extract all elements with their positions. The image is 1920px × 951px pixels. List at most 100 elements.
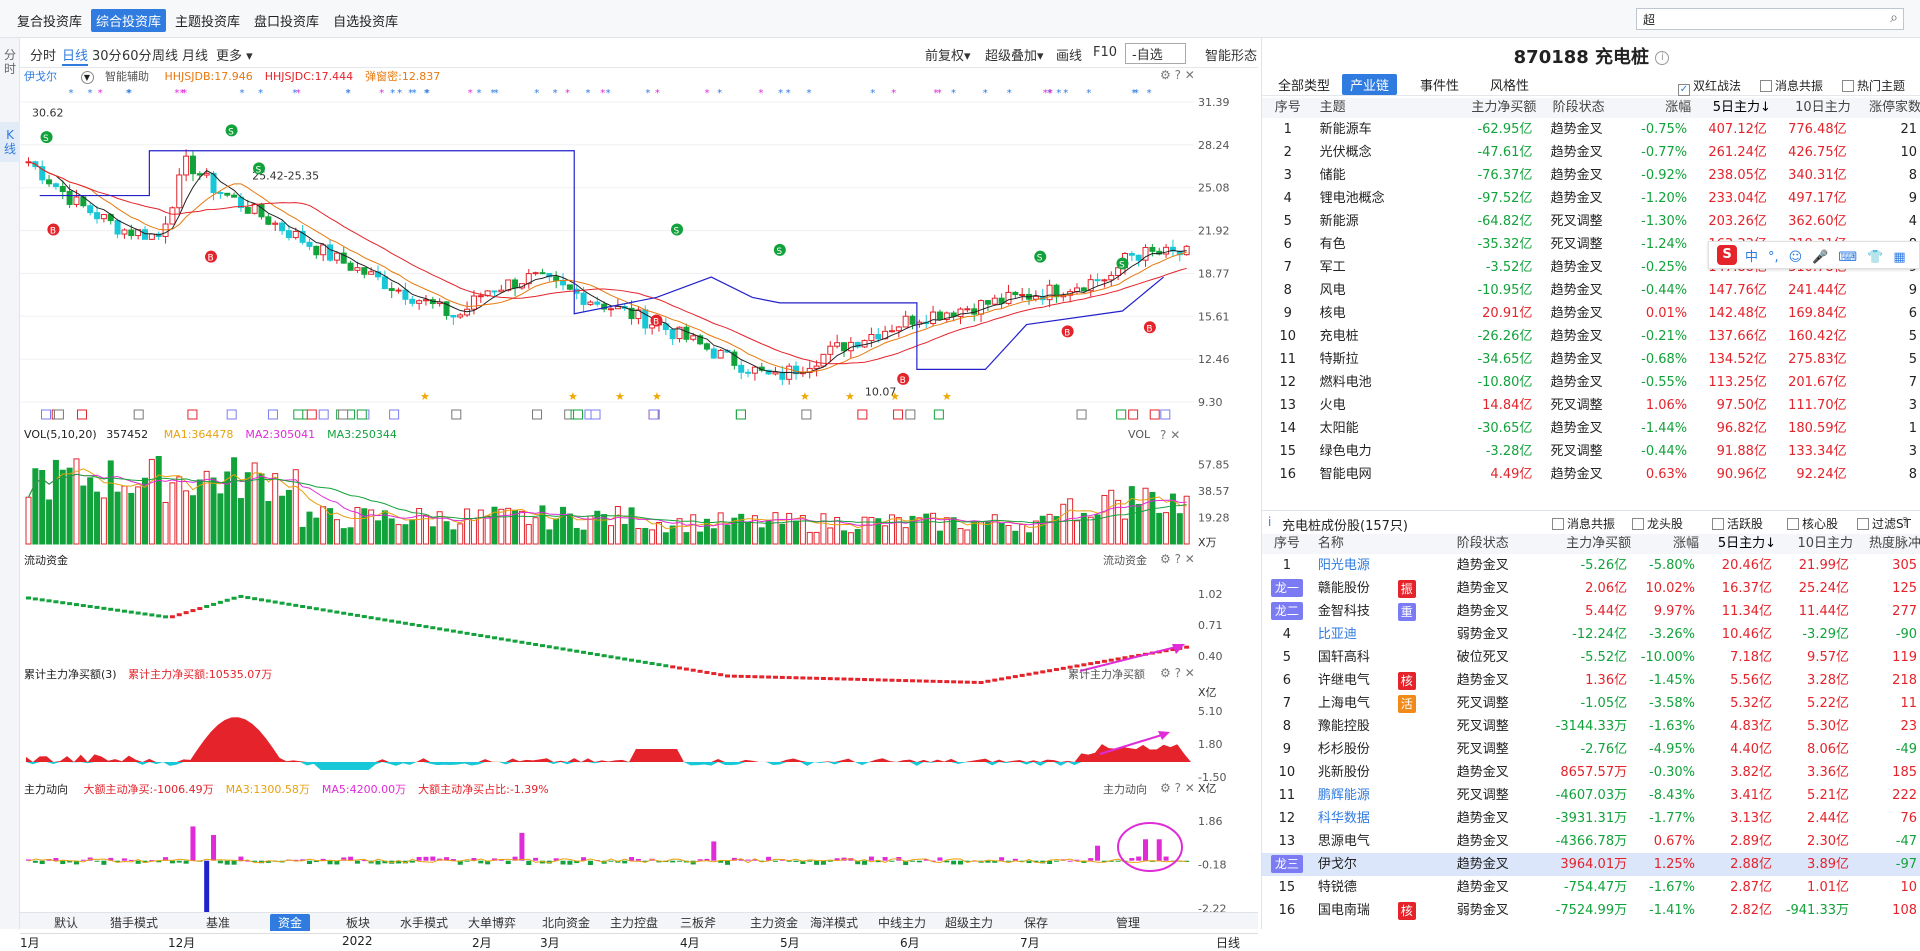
checkbox-icon[interactable] [1760,80,1772,92]
topnav-item[interactable]: 复合投资库 [17,15,83,30]
bottom-tab[interactable]: 板块 [346,916,371,930]
column-header[interactable]: 主力净买额 [1430,98,1537,118]
sector-filter-checkbox[interactable]: 消息共振 [1552,515,1615,532]
stock-name[interactable]: 比亚迪 [1317,627,1357,642]
theme-type-tab[interactable]: 全部类型 [1278,79,1331,94]
kline-chart[interactable]: 31.39 28.24 25.08 21.92 18.77 15.61 12.46 9.30 *… [20,84,1258,424]
period-right-item[interactable]: F10 [1093,45,1118,60]
stock-row[interactable]: 16 国电南瑞 核 弱势金叉 -7524.99万 -1.41% 2.82亿 -941.33万 1… [1262,899,1920,922]
theme-row[interactable]: 10 充电桩 -26.26亿 趋势金叉 -0.21% 137.66亿 160.42亿 5 [1262,325,1920,348]
dropdown-icon[interactable]: ▼ [80,71,94,84]
stock-name[interactable]: 伊戈尔 [24,70,57,83]
stock-row[interactable]: 12 科华数据 趋势金叉 -3931.31万 -1.77% 3.13亿 2.44亿 76 [1262,807,1920,830]
stock-name[interactable]: 豫能控股 [1317,719,1370,734]
period-right-item[interactable]: 前复权▾ [925,49,971,64]
checkbox-icon[interactable] [1842,80,1854,92]
settings-icon[interactable]: ⚙ [1160,666,1171,680]
settings-icon[interactable]: ⚙ [1160,68,1171,82]
stock-row[interactable]: 11 鹏辉能源 死叉调整 -4607.03万 -8.43% 3.41亿 5.21亿 222 [1262,784,1920,807]
settings-icon[interactable]: ⚙ [1160,552,1171,566]
column-header[interactable]: 涨停家数 [1850,98,1920,118]
help-icon[interactable]: ? [1174,552,1181,566]
stock-row[interactable]: 龙二 金智科技 重 趋势金叉 5.44亿 9.97% 11.34亿 11.44亿 277 [1262,600,1920,623]
period-item[interactable]: 月线 [182,49,209,64]
stock-name[interactable]: 赣能股份 [1317,581,1370,596]
bottom-tab[interactable]: 大单博弈 [468,916,517,930]
checkbox-icon[interactable] [1787,518,1799,530]
theme-type-tab[interactable]: 风格性 [1490,79,1530,94]
sector-filter-checkbox[interactable]: 核心股 [1787,515,1838,532]
help-icon[interactable]: ? [1174,68,1181,82]
topnav-item[interactable]: 主题投资库 [175,15,241,30]
topnav-item[interactable]: 综合投资库 [91,9,167,32]
stock-name[interactable]: 伊戈尔 [1317,857,1357,872]
search-input[interactable]: 超 [1636,8,1904,30]
ime-toolbar-button[interactable]: °, [1768,249,1779,265]
period-item[interactable]: 60分 [122,49,152,64]
bottom-tab[interactable]: 主力资金 [750,916,799,930]
help-icon[interactable]: ? [1174,666,1181,680]
close-icon[interactable]: ✕ [1184,666,1195,680]
x-axis-period[interactable]: 日线 [1216,936,1241,950]
period-item[interactable]: 30分 [92,49,122,64]
checkbox-icon[interactable] [1857,518,1869,530]
help-icon[interactable]: ? [1174,781,1181,795]
period-item[interactable]: 日线 [62,45,89,66]
column-header[interactable]: 涨幅 [1620,98,1692,118]
stock-name[interactable]: 阳光电源 [1317,558,1370,573]
bottom-tab[interactable]: 猎手模式 [110,916,159,930]
column-header[interactable]: 10日主力 [1776,534,1853,554]
column-header[interactable]: 名称 [1311,534,1439,554]
tab-timeshare[interactable]: 分 时 [3,48,16,76]
period-right-item[interactable]: 画线 [1056,49,1083,64]
column-header[interactable]: 主力净买额 [1526,534,1632,554]
theme-row[interactable]: 15 绿色电力 -3.28亿 死叉调整 -0.44% 91.88亿 133.34亿 3 [1262,440,1920,463]
bottom-tab[interactable]: 基准 [206,916,231,930]
column-header[interactable]: 阶段状态 [1438,534,1527,554]
bottom-tab[interactable]: 海洋模式 [810,916,859,930]
theme-row[interactable]: 3 储能 -76.37亿 趋势金叉 -0.92% 238.05亿 340.31亿 8 [1262,164,1920,187]
theme-row[interactable]: 8 风电 -10.95亿 趋势金叉 -0.44% 147.76亿 241.44亿 9 [1262,279,1920,302]
filter-checkbox[interactable]: 热门主题 [1842,77,1905,94]
column-header[interactable]: 序号 [1262,534,1312,554]
topnav-item[interactable]: 自选投资库 [333,15,399,30]
sector-filter-checkbox[interactable]: 龙头股 [1632,515,1683,532]
theme-row[interactable]: 4 锂电池概念 -97.52亿 趋势金叉 -1.20% 233.04亿 497.17亿 9 [1262,187,1920,210]
stock-name[interactable]: 金智科技 [1317,604,1370,619]
column-header[interactable]: 序号 [1262,98,1314,118]
stock-name[interactable]: 上海电气 [1317,696,1370,711]
period-item[interactable]: 分时 [30,49,57,64]
stock-row[interactable]: 6 许继电气 核 趋势金叉 1.36亿 -1.45% 5.56亿 3.28亿 218 [1262,669,1920,692]
stock-row[interactable]: 4 比亚迪 弱势金叉 -12.24亿 -3.26% 10.46亿 -3.29亿 -90 [1262,623,1920,646]
period-item[interactable]: 更多 ▾ [216,49,253,64]
bottom-tab[interactable]: 默认 [54,916,79,930]
bottom-tab[interactable]: 保存 [1024,916,1049,930]
tab-kline[interactable]: K 线 [0,122,20,162]
bottom-tab[interactable]: 资金 [270,914,311,931]
stock-row[interactable]: 8 豫能控股 死叉调整 -3144.33万 -1.63% 4.83亿 5.30亿 23 [1262,715,1920,738]
theme-type-tab[interactable]: 产业链 [1342,74,1398,95]
ime-toolbar-button[interactable]: 中 [1745,249,1759,265]
filter-checkbox[interactable]: 消息共振 [1760,77,1823,94]
theme-row[interactable]: 2 光伏概念 -47.61亿 趋势金叉 -0.77% 261.24亿 426.75亿 10 [1262,141,1920,164]
bottom-tab[interactable]: 水手模式 [400,916,449,930]
stock-row[interactable]: 1 阳光电源 趋势金叉 -5.26亿 -5.80% 20.46亿 21.99亿 305 [1262,554,1920,577]
stock-row[interactable]: 龙一 赣能股份 振 趋势金叉 2.06亿 10.02% 16.37亿 25.24亿 125 [1262,577,1920,600]
stock-row[interactable]: 龙三 伊戈尔 趋势金叉 3964.01万 1.25% 2.88亿 3.89亿 -97 [1262,853,1920,876]
bottom-tab[interactable]: 北向资金 [542,916,591,930]
stock-row[interactable]: 13 思源电气 趋势金叉 -4366.78万 0.67% 2.89亿 2.30亿 -47 [1262,830,1920,853]
stock-row[interactable]: 5 国轩高科 破位死叉 -5.52亿 -10.00% 7.18亿 9.57亿 119 [1262,646,1920,669]
bottom-tab[interactable]: 三板斧 [680,916,717,930]
theme-row[interactable]: 14 太阳能 -30.65亿 趋势金叉 -1.44% 96.82亿 180.59亿 1 [1262,417,1920,440]
stock-row[interactable]: 7 上海电气 活 死叉调整 -1.05亿 -3.58% 5.32亿 5.22亿 11 [1262,692,1920,715]
ime-toolbar-button[interactable]: ▦ [1893,249,1906,265]
column-header[interactable]: 涨幅 [1631,534,1700,554]
close-icon[interactable]: ✕ [1184,781,1195,795]
theme-type-tab[interactable]: 事件性 [1420,79,1460,94]
filter-checkbox[interactable]: ✓ 双红战法 [1678,77,1741,96]
ime-toolbar-button[interactable]: ☺ [1788,249,1803,265]
stock-name[interactable]: 科华数据 [1317,811,1370,826]
theme-row[interactable]: 5 新能源 -64.82亿 死叉调整 -1.30% 203.26亿 362.60亿 4 [1262,210,1920,233]
bottom-tab[interactable]: 管理 [1116,916,1141,930]
column-header[interactable]: 主题 [1313,98,1431,118]
